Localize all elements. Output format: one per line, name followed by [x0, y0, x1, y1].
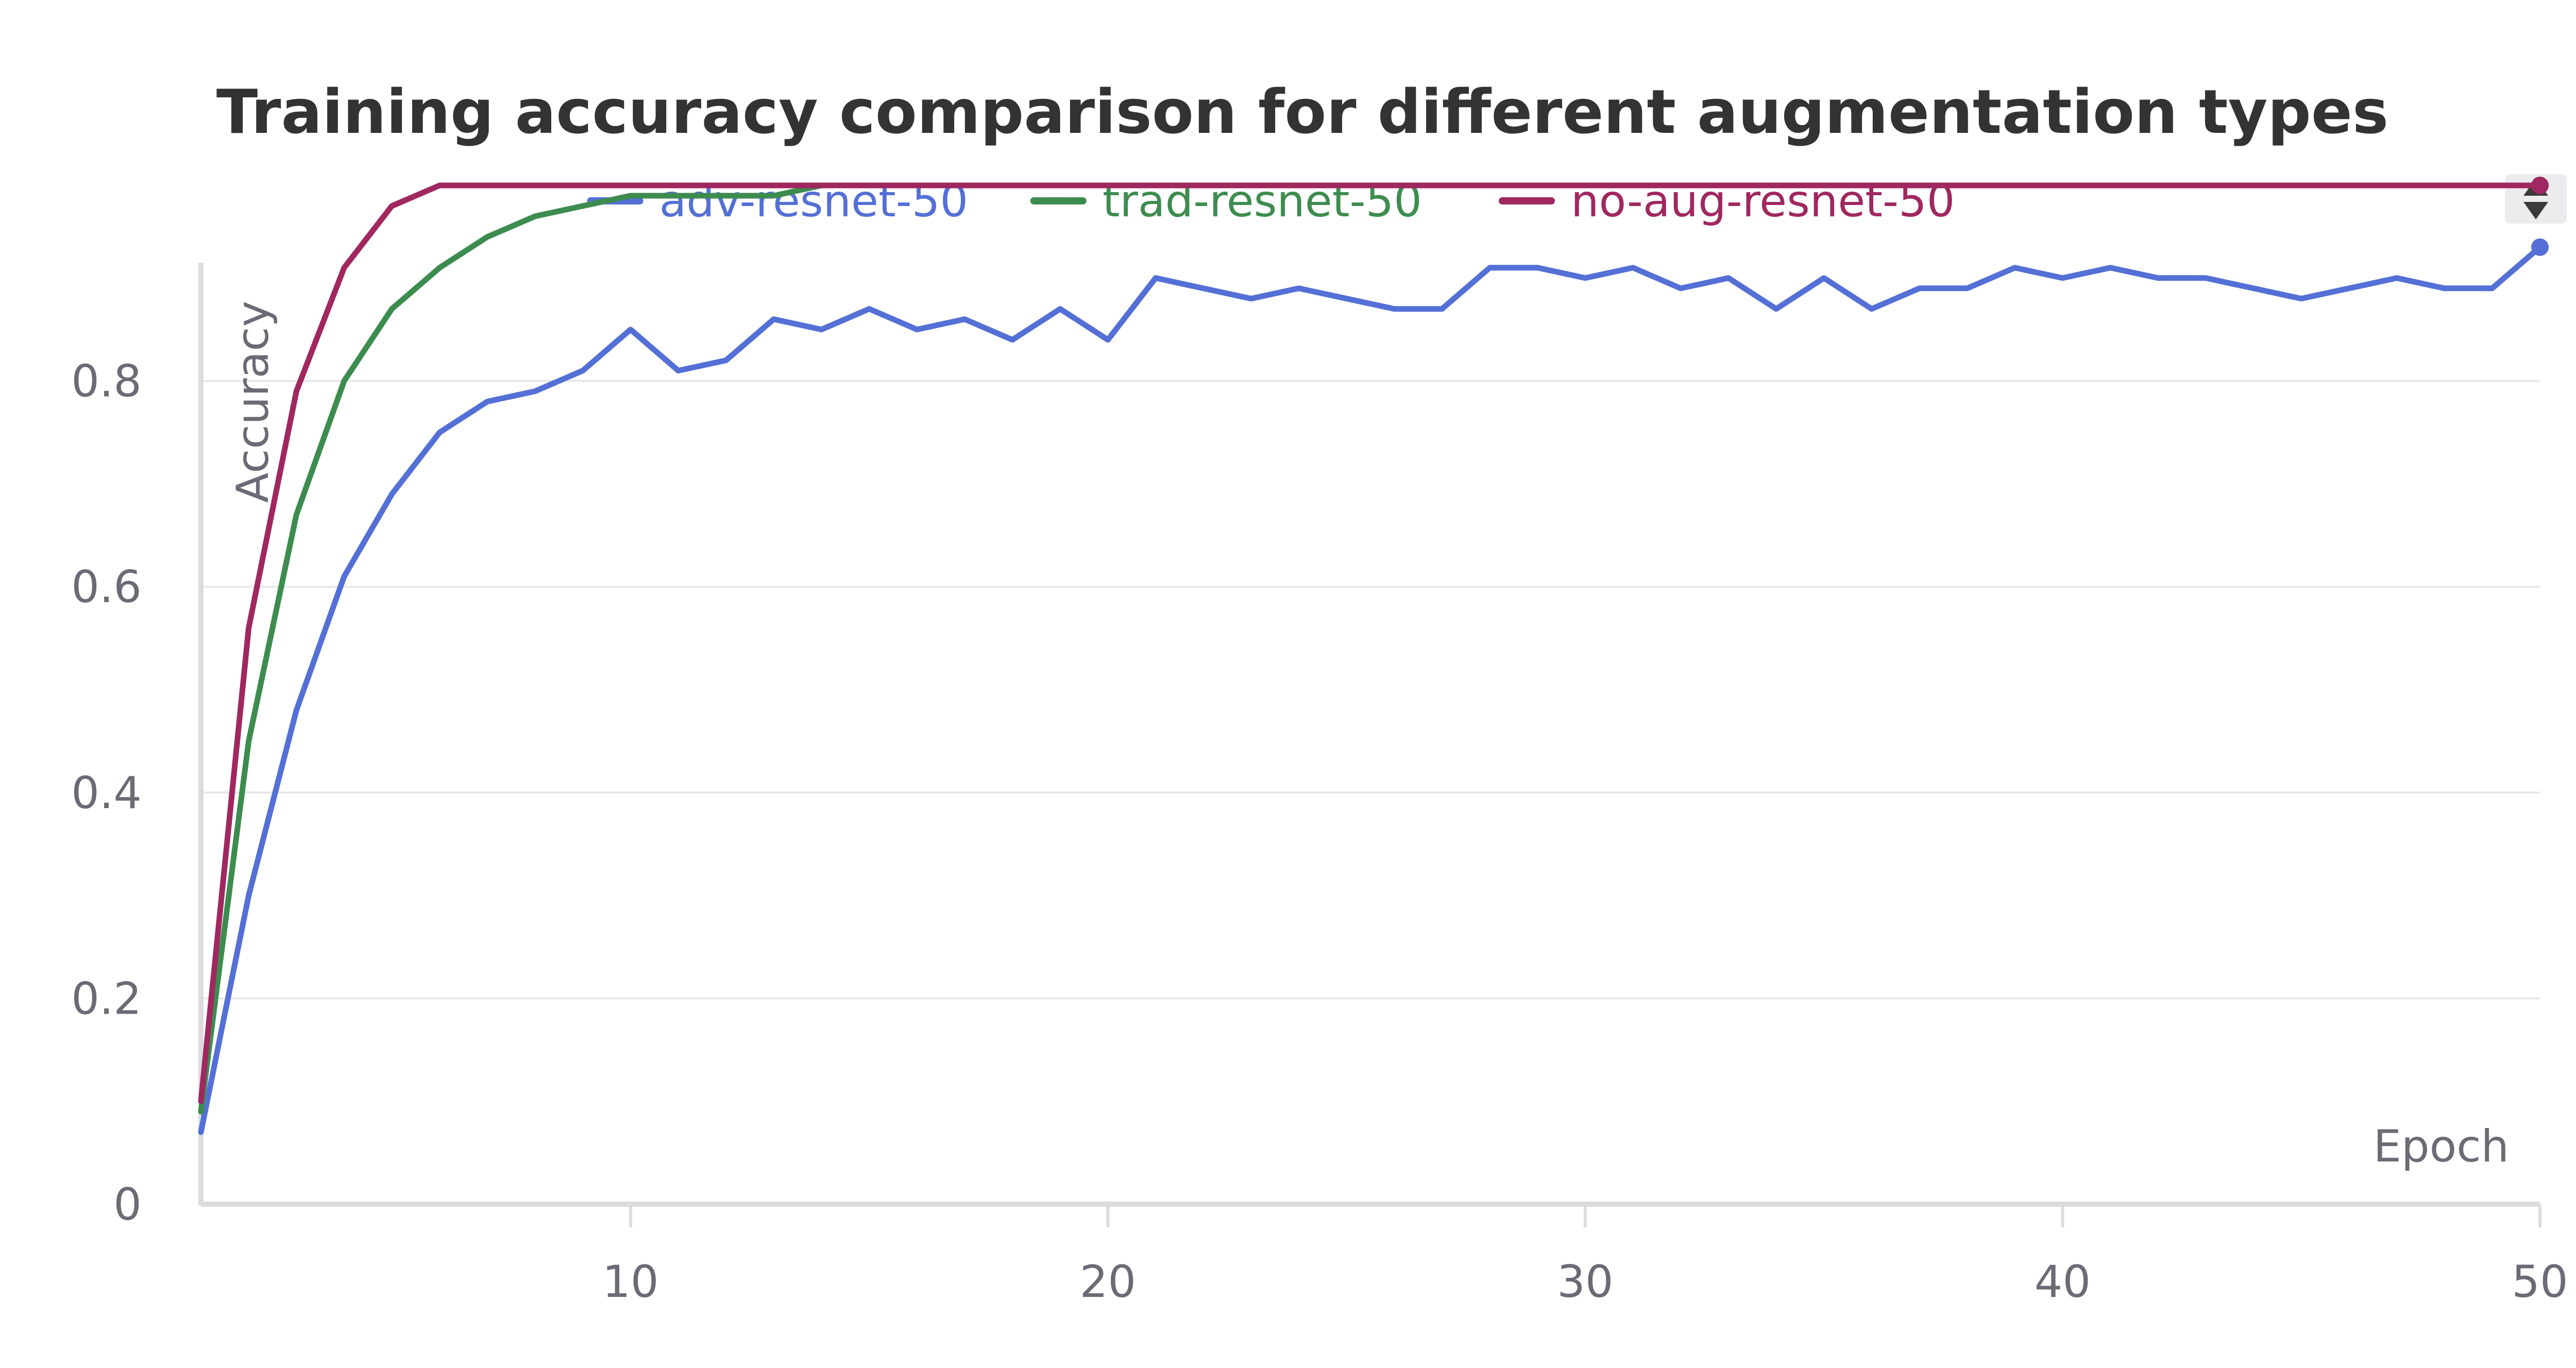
x-tick-label: 40	[2035, 1256, 2091, 1308]
x-axis-label: Epoch	[2374, 1121, 2509, 1172]
x-tick-label: 10	[602, 1256, 658, 1308]
series-line-no-aug-resnet-50	[198, 182, 2543, 1104]
y-tick-label: 0.2	[71, 973, 142, 1024]
y-tick-label: 0.4	[71, 767, 142, 819]
x-ticks: 10 20 30 40 50	[602, 1204, 2568, 1308]
series-line-adv-resnet-50	[198, 244, 2543, 1135]
grid	[201, 380, 2540, 1000]
y-tick-label: 0	[113, 1179, 142, 1230]
chart-title: Training accuracy comparison for differe…	[216, 76, 2388, 147]
y-ticks: 0 0.2 0.4 0.6 0.8	[71, 356, 142, 1230]
series-endpoint-no-aug-resnet-50	[2531, 176, 2549, 194]
series-lines	[198, 182, 2543, 1135]
series-endpoints	[2531, 176, 2549, 256]
x-tick-label: 20	[1080, 1256, 1136, 1308]
x-tick-label: 30	[1557, 1256, 1613, 1308]
series-endpoint-adv-resnet-50	[2531, 238, 2549, 256]
y-tick-label: 0.6	[71, 561, 142, 613]
y-axis-label: Accuracy	[227, 301, 279, 503]
x-tick-label: 50	[2512, 1256, 2568, 1308]
y-tick-label: 0.8	[71, 356, 142, 407]
axes	[198, 263, 2540, 1207]
